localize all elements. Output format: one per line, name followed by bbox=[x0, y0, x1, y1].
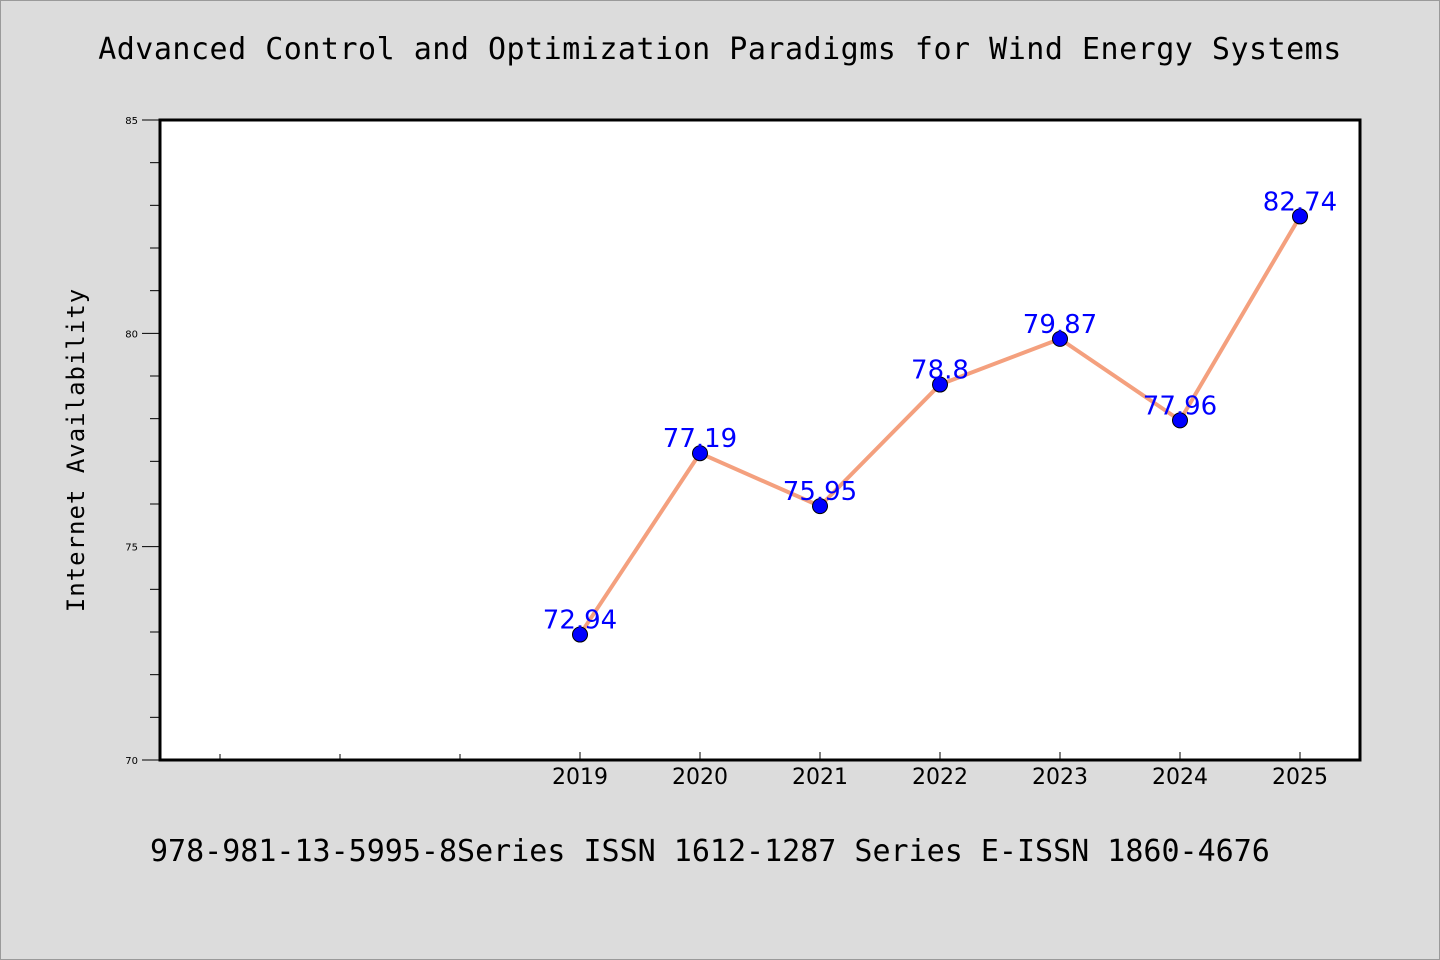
x-tick-label: 2020 bbox=[672, 765, 728, 790]
data-label: 82.74 bbox=[1263, 187, 1337, 217]
data-point bbox=[1172, 412, 1188, 429]
series-markers bbox=[572, 208, 1308, 643]
data-labels: 72.94 77.19 75.95 78.8 79.87 77.96 82.74 bbox=[543, 187, 1337, 635]
chart-title: Advanced Control and Optimization Paradi… bbox=[98, 32, 1342, 67]
x-tick-label: 2024 bbox=[1152, 765, 1208, 790]
y-tick-label: 75 bbox=[125, 543, 138, 554]
data-label: 75.95 bbox=[783, 477, 857, 507]
data-point bbox=[1292, 208, 1308, 225]
y-tick-label: 80 bbox=[125, 329, 138, 340]
y-tick-label: 70 bbox=[125, 756, 138, 767]
data-point bbox=[692, 445, 708, 462]
data-point bbox=[932, 376, 948, 393]
data-label: 78.8 bbox=[911, 356, 969, 386]
data-point bbox=[812, 498, 828, 515]
data-label: 79.87 bbox=[1023, 310, 1097, 340]
plot-area bbox=[158, 118, 1362, 762]
x-tick-label: 2022 bbox=[912, 765, 968, 790]
x-tick-label: 2023 bbox=[1032, 765, 1088, 790]
footer-isbn-text: 978-981-13-5995-8Series ISSN 1612-1287 S… bbox=[150, 834, 1270, 869]
data-point bbox=[1052, 330, 1068, 347]
x-tick-label: 2025 bbox=[1272, 765, 1328, 790]
data-label: 77.19 bbox=[663, 424, 737, 454]
data-label: 77.96 bbox=[1143, 391, 1217, 421]
y-axis: 70 75 80 85 bbox=[125, 116, 159, 767]
x-tick-label: 2019 bbox=[552, 765, 608, 790]
y-tick-label: 85 bbox=[125, 116, 138, 127]
x-axis: 2019 2020 2021 2022 2023 2024 2025 bbox=[219, 752, 1328, 790]
data-point bbox=[572, 626, 588, 643]
data-label: 72.94 bbox=[543, 606, 617, 636]
x-tick-label: 2021 bbox=[792, 765, 848, 790]
